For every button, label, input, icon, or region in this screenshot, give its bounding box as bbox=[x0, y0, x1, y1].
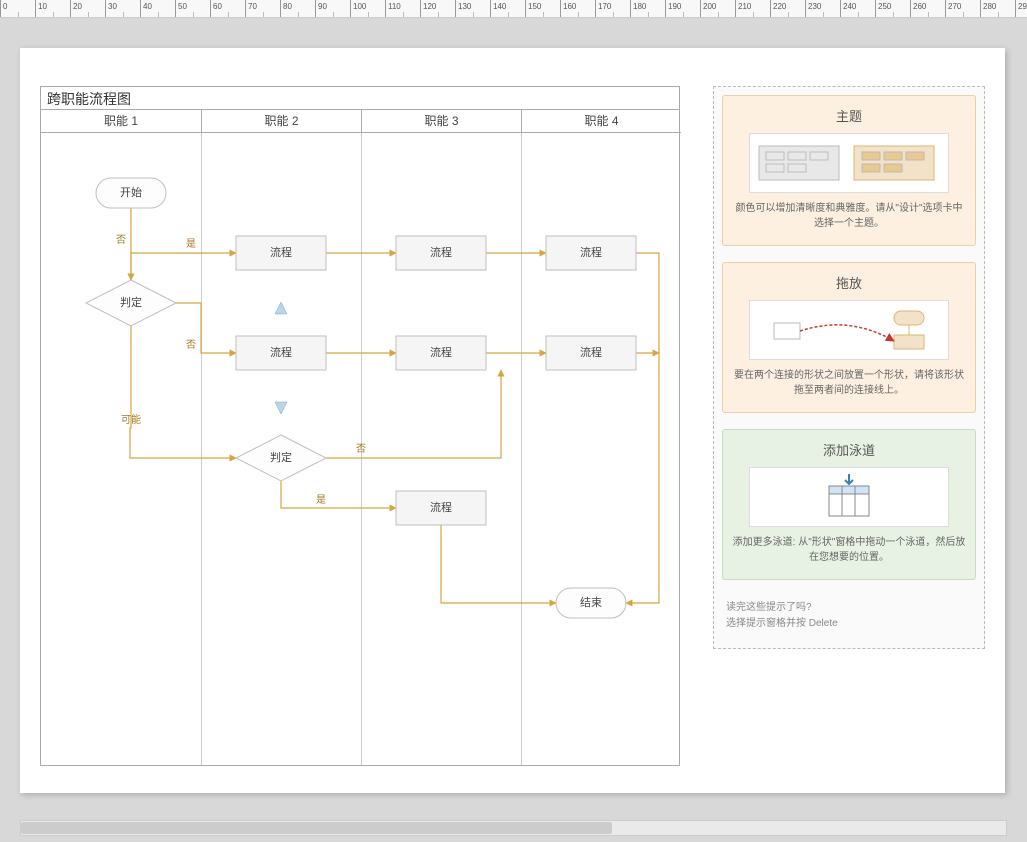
tip-title: 添加泳道 bbox=[731, 440, 967, 459]
connector-label: 是 bbox=[316, 494, 326, 506]
flow-label: 开始 bbox=[120, 185, 142, 199]
flow-label: 流程 bbox=[580, 245, 602, 259]
tip-title: 主题 bbox=[731, 106, 967, 125]
connector[interactable] bbox=[130, 326, 236, 458]
flow-label: 结束 bbox=[580, 596, 602, 609]
flow-label: 流程 bbox=[270, 245, 292, 259]
lane-header[interactable]: 职能 1 bbox=[41, 109, 201, 133]
ruler-horizontal[interactable]: 0102030405060708090100110120130140150160… bbox=[0, 0, 1027, 18]
lane-header[interactable]: 职能 2 bbox=[201, 109, 361, 133]
flowchart-svg: 否是否可能否是 开始判定流程流程流程流程流程流程判定流程结束 bbox=[41, 133, 681, 767]
flow-label: 流程 bbox=[430, 500, 452, 514]
tip-description: 要在两个连接的形状之间放置一个形状，请将该形状拖至两者间的连接线上。 bbox=[731, 368, 967, 398]
flow-label: 流程 bbox=[430, 245, 452, 259]
tips-footer-hint: 选择提示窗格并按 Delete bbox=[726, 616, 972, 632]
tip-description: 添加更多泳道: 从"形状"窗格中拖动一个泳道，然后放在您想要的位置。 bbox=[731, 535, 967, 565]
lane-header[interactable]: 职能 4 bbox=[521, 109, 681, 133]
swimlane-title[interactable]: 跨职能流程图 bbox=[41, 87, 679, 109]
connector[interactable] bbox=[626, 253, 659, 603]
tip-description: 颜色可以增加清晰度和典雅度。请从"设计"选项卡中选择一个主题。 bbox=[731, 201, 967, 231]
connector[interactable] bbox=[441, 525, 556, 603]
tips-footer: 读完这些提示了吗? 选择提示窗格并按 Delete bbox=[722, 596, 976, 640]
tip-card[interactable]: 拖放要在两个连接的形状之间放置一个形状，请将该形状拖至两者间的连接线上。 bbox=[722, 262, 976, 413]
tip-thumbnail bbox=[749, 300, 949, 360]
flow-label: 流程 bbox=[430, 345, 452, 359]
tip-card[interactable]: 主题颜色可以增加清晰度和典雅度。请从"设计"选项卡中选择一个主题。 bbox=[722, 95, 976, 246]
flow-label: 流程 bbox=[580, 345, 602, 359]
flow-label: 判定 bbox=[270, 450, 292, 464]
connector-label: 否 bbox=[356, 443, 366, 455]
dynamic-connector-icon[interactable] bbox=[275, 302, 287, 314]
canvas-background[interactable]: 跨职能流程图 职能 1职能 2职能 3职能 4 否是否可能否是 开始判定流程流程… bbox=[0, 18, 1027, 842]
flow-label: 流程 bbox=[270, 345, 292, 359]
connector-label: 可能 bbox=[121, 413, 141, 426]
lane-header[interactable]: 职能 3 bbox=[361, 109, 521, 133]
connector[interactable] bbox=[281, 481, 396, 508]
connector-label: 否 bbox=[186, 339, 196, 351]
tips-panel[interactable]: 主题颜色可以增加清晰度和典雅度。请从"设计"选项卡中选择一个主题。拖放要在两个连… bbox=[713, 86, 985, 649]
connector[interactable] bbox=[176, 303, 236, 353]
dynamic-connector-icon[interactable] bbox=[275, 402, 287, 414]
scrollbar-thumb[interactable] bbox=[21, 822, 612, 834]
connector[interactable] bbox=[131, 253, 236, 280]
scrollbar-horizontal[interactable] bbox=[20, 820, 1007, 836]
connector-label: 否 bbox=[116, 234, 126, 246]
tip-card[interactable]: 添加泳道添加更多泳道: 从"形状"窗格中拖动一个泳道，然后放在您想要的位置。 bbox=[722, 429, 976, 580]
swimlane-container[interactable]: 跨职能流程图 职能 1职能 2职能 3职能 4 否是否可能否是 开始判定流程流程… bbox=[40, 86, 680, 766]
tips-footer-q: 读完这些提示了吗? bbox=[726, 600, 972, 616]
connector[interactable] bbox=[326, 370, 501, 458]
flow-label: 判定 bbox=[120, 295, 142, 309]
tip-title: 拖放 bbox=[731, 273, 967, 292]
tip-thumbnail bbox=[749, 133, 949, 193]
drawing-page[interactable]: 跨职能流程图 职能 1职能 2职能 3职能 4 否是否可能否是 开始判定流程流程… bbox=[20, 48, 1005, 793]
connector-label: 是 bbox=[186, 238, 196, 250]
tip-thumbnail bbox=[749, 467, 949, 527]
